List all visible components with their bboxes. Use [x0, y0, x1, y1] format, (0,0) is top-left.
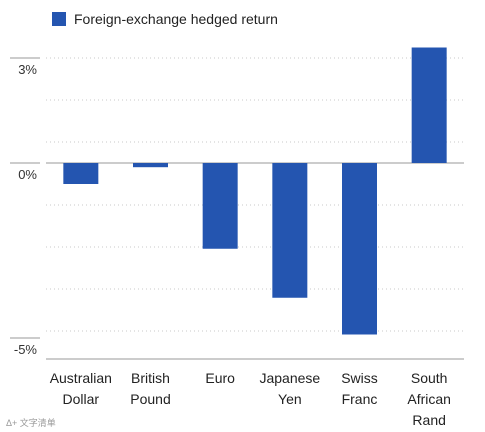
y-tick-label: 0%	[18, 167, 37, 182]
category-label: Swiss	[341, 370, 378, 386]
watermark: Δ+ 文字清单	[6, 417, 56, 428]
bar	[63, 163, 99, 184]
x-category-labels: Australian Dollar British Pound Euro Japanese…	[50, 370, 451, 428]
category-label: Euro	[205, 370, 235, 386]
y-tick-label: 3%	[18, 62, 37, 77]
category-label: Franc	[342, 391, 378, 407]
category-label: Yen	[278, 391, 302, 407]
category-label: Australian	[50, 370, 112, 386]
category-label: Japanese	[259, 370, 320, 386]
bar	[342, 163, 377, 335]
gridlines	[46, 57, 464, 332]
bars	[63, 47, 447, 335]
legend-label: Foreign-exchange hedged return	[74, 11, 278, 27]
legend: Foreign-exchange hedged return	[52, 11, 278, 27]
category-label: Rand	[412, 412, 445, 428]
y-tick-label: -5%	[14, 342, 38, 357]
category-label: African	[407, 391, 451, 407]
bar	[272, 163, 308, 298]
axes	[46, 162, 464, 360]
bar	[133, 163, 168, 168]
category-label: Dollar	[63, 391, 100, 407]
legend-swatch	[52, 12, 66, 26]
category-label: South	[411, 370, 448, 386]
bar	[202, 163, 238, 249]
y-tick-labels: 3% 0% -5%	[10, 57, 40, 357]
category-label: Pound	[130, 391, 170, 407]
bar	[411, 47, 447, 163]
category-label: British	[131, 370, 170, 386]
